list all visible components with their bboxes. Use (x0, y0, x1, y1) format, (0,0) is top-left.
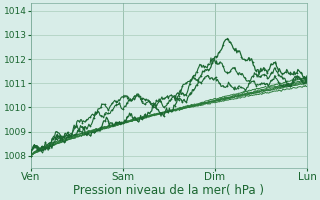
X-axis label: Pression niveau de la mer( hPa ): Pression niveau de la mer( hPa ) (73, 184, 264, 197)
